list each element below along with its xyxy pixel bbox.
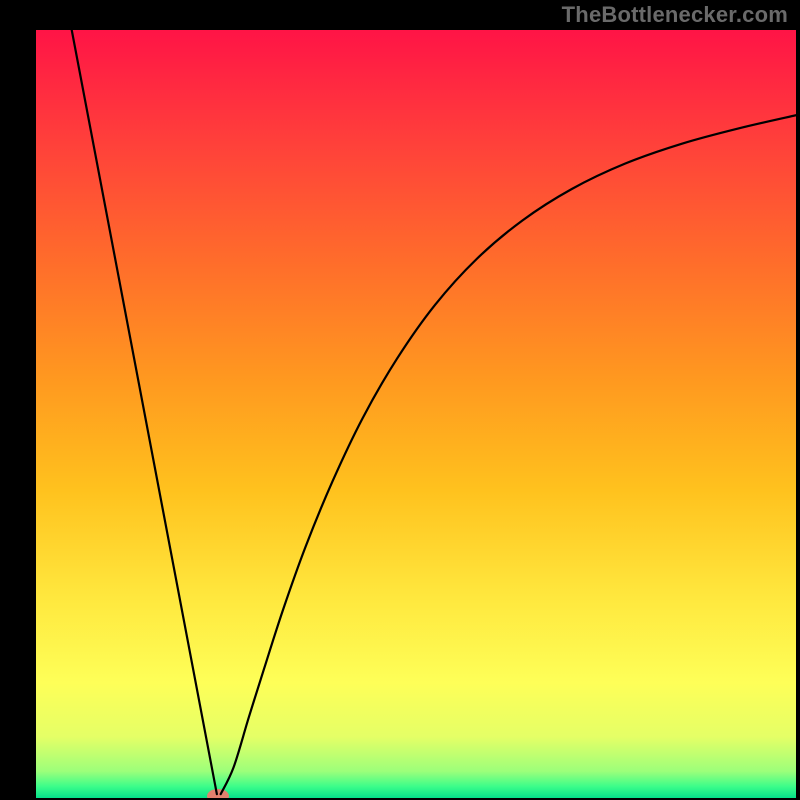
watermark-text: TheBottlenecker.com <box>562 2 788 28</box>
curve-left-branch <box>72 30 217 794</box>
bottleneck-curve <box>36 30 796 798</box>
curve-right-branch <box>221 115 796 794</box>
plot-area <box>36 30 796 798</box>
